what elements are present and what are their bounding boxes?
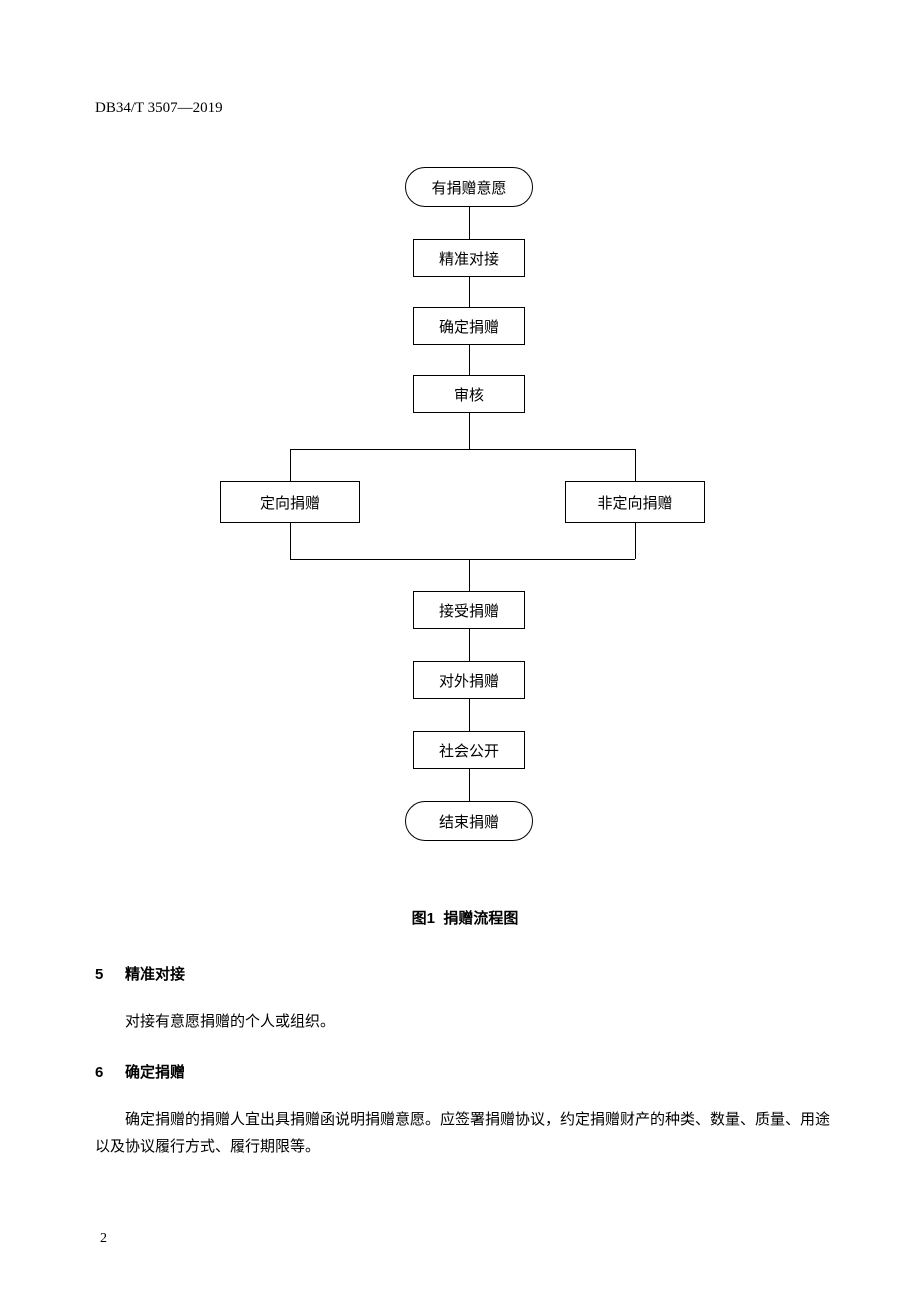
flowchart-edge (290, 449, 635, 450)
section-title: 精准对接 (125, 966, 185, 983)
flowchart-edge (469, 559, 470, 591)
flowchart-edge (469, 207, 470, 239)
flowchart-edge (469, 277, 470, 307)
flowchart-edge (635, 449, 636, 481)
figure-caption: 图1 捐赠流程图 (95, 907, 835, 928)
flowchart-node: 精准对接 (413, 239, 525, 277)
flowchart-node: 定向捐赠 (220, 481, 360, 523)
flowchart-edge (469, 413, 470, 449)
caption-prefix: 图1 (412, 910, 435, 927)
flowchart-edge (469, 629, 470, 661)
flowchart-edge (635, 523, 636, 559)
flowchart-edge (469, 699, 470, 731)
flowchart-edge (290, 449, 291, 481)
section-number: 5 (95, 966, 125, 983)
flowchart-node: 非定向捐赠 (565, 481, 705, 523)
page-number: 2 (100, 1231, 107, 1247)
section-5-heading: 5精准对接 (95, 963, 835, 984)
flowchart-edge (290, 559, 635, 560)
section-6-heading: 6确定捐赠 (95, 1061, 835, 1082)
flowchart-node: 社会公开 (413, 731, 525, 769)
flowchart-node: 审核 (413, 375, 525, 413)
flowchart-node: 对外捐赠 (413, 661, 525, 699)
flowchart-edge (290, 523, 291, 559)
section-number: 6 (95, 1064, 125, 1081)
flowchart-node: 接受捐赠 (413, 591, 525, 629)
donation-flowchart: 有捐赠意愿精准对接确定捐赠审核定向捐赠 非定向捐赠接受捐赠对外捐赠社会公开结束捐赠 (185, 167, 745, 867)
section-5-body: 对接有意愿捐赠的个人或组织。 (95, 1009, 835, 1036)
flowchart-edge (469, 345, 470, 375)
caption-text: 捐赠流程图 (443, 910, 518, 927)
flowchart-edge (469, 769, 470, 801)
flowchart-node: 有捐赠意愿 (405, 167, 533, 207)
section-6-body: 确定捐赠的捐赠人宜出具捐赠函说明捐赠意愿。应签署捐赠协议，约定捐赠财产的种类、数… (95, 1107, 835, 1161)
flowchart-node: 结束捐赠 (405, 801, 533, 841)
flowchart-node: 确定捐赠 (413, 307, 525, 345)
section-title: 确定捐赠 (125, 1064, 185, 1081)
document-code: DB34/T 3507—2019 (95, 100, 835, 117)
